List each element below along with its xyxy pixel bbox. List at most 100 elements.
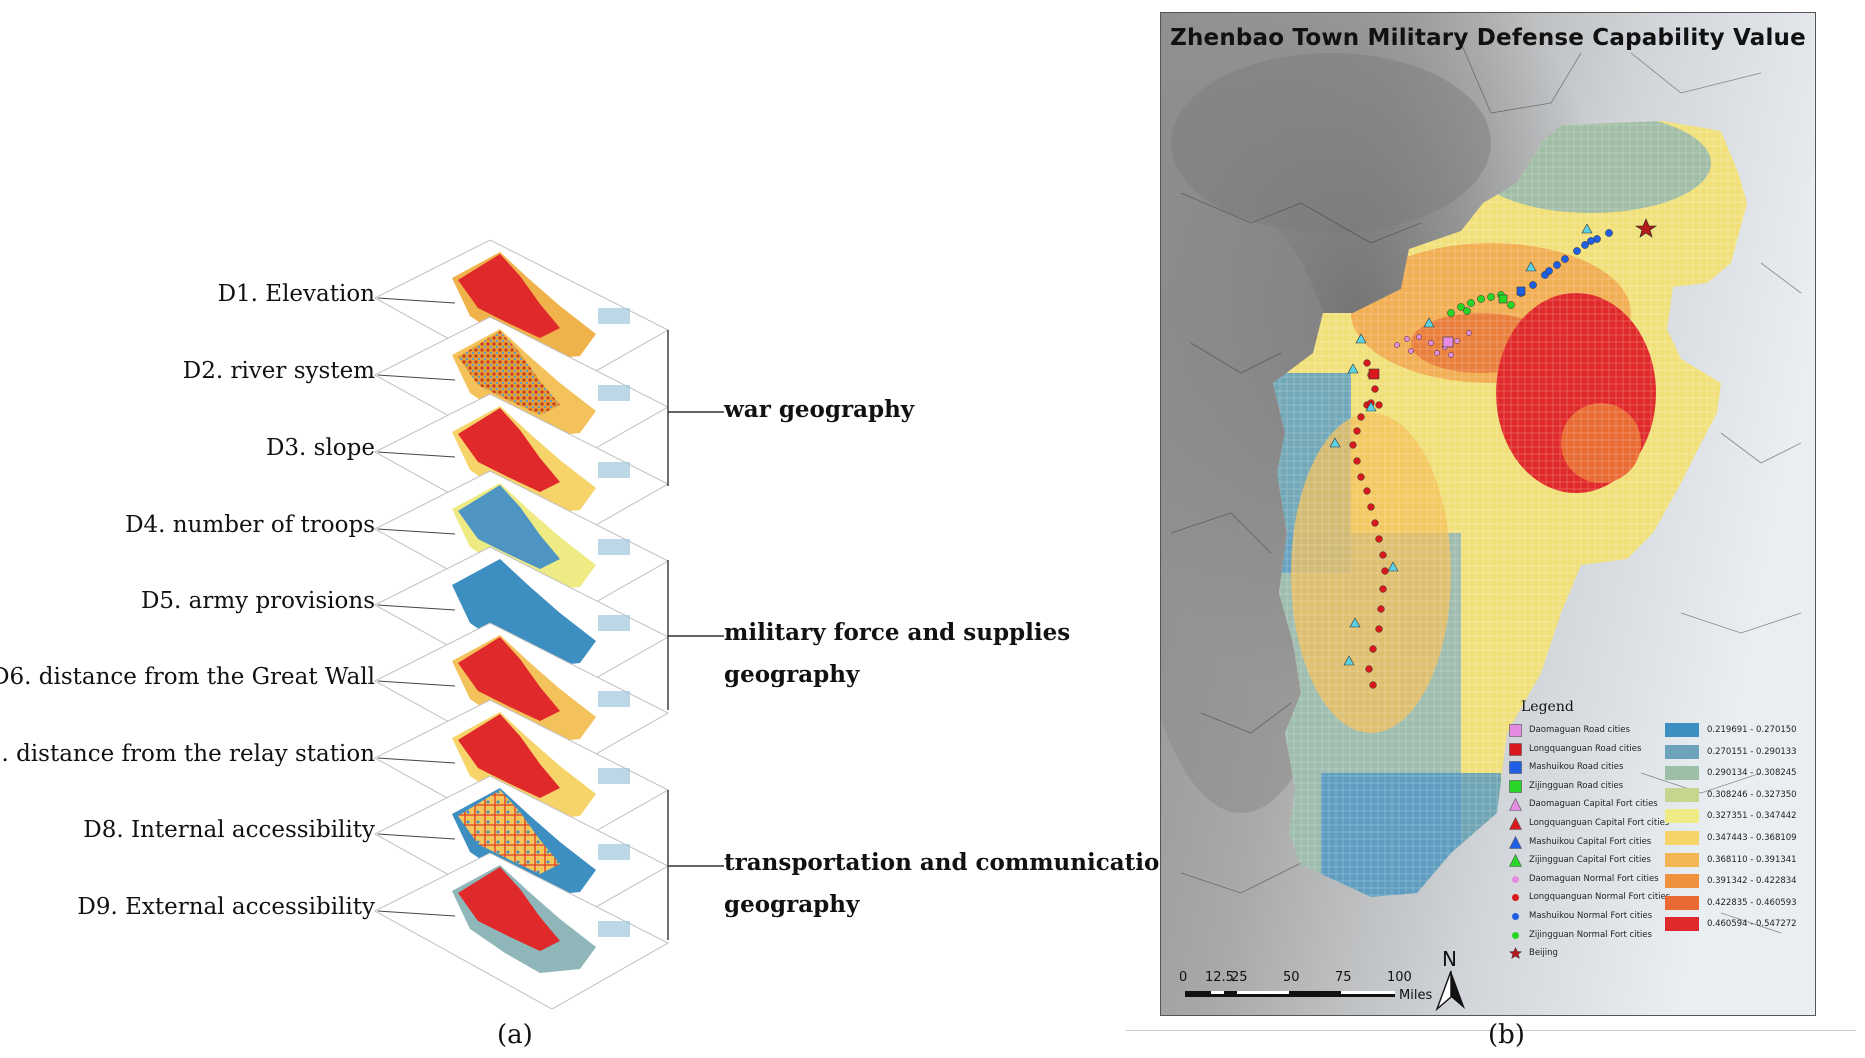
layer-leader-line [377, 528, 456, 535]
layer-leader-line [377, 910, 456, 917]
north-arrow-icon [1435, 970, 1465, 1012]
fort-marker [1581, 241, 1589, 249]
layer-label: D5. army provisions [140, 588, 375, 614]
legend-range-label: 0.368110 - 0.391341 [1707, 854, 1797, 865]
fort-marker [1408, 348, 1414, 354]
fort-marker [1365, 665, 1373, 673]
layer-stack-illustration [373, 239, 724, 1010]
layer-label: D2. river system [182, 358, 375, 384]
fort-marker [1357, 413, 1365, 421]
legend-triangle-icon [1509, 817, 1522, 830]
legend-symbol-label: Daomaguan Road cities [1529, 725, 1630, 735]
capital-fort-marker [1329, 437, 1341, 448]
legend-range-swatch [1665, 895, 1699, 910]
legend-triangle-icon [1509, 798, 1522, 812]
legend-range-swatch [1665, 744, 1699, 759]
scale-unit: Miles [1399, 988, 1433, 1003]
fort-marker [1381, 567, 1389, 575]
fort-marker [1349, 441, 1357, 449]
layer-legend [598, 385, 630, 401]
legend-symbol-label: Mashuikou Road cities [1529, 762, 1624, 773]
scale-tick-label: 100 [1387, 970, 1412, 985]
fort-marker [1394, 342, 1400, 348]
legend-range-swatch [1665, 809, 1699, 824]
legend-range-swatch [1665, 723, 1699, 737]
layer-leader-line [377, 757, 456, 764]
fort-marker [1367, 503, 1375, 511]
legend-range-label: 0.270151 - 0.290133 [1707, 746, 1797, 757]
legend-title: Legend [1521, 699, 1574, 715]
fort-marker [1379, 585, 1387, 593]
fort-marker [1416, 334, 1422, 340]
legend-circle-icon [1512, 913, 1519, 920]
scale-bar: 0 12.5 25 50 75 100 Miles [1179, 968, 1483, 1008]
legend-symbol-label: Longquanguan Capital Fort cities [1529, 818, 1670, 828]
fort-marker [1369, 681, 1377, 689]
layer-leader-line [377, 297, 456, 304]
fort-marker [1457, 303, 1465, 311]
layer-label: D3. slope [265, 435, 375, 461]
layer-label: D4. number of troops [125, 512, 375, 538]
fort-marker [1448, 352, 1454, 358]
scale-tick-label: 75 [1335, 970, 1352, 985]
capital-fort-marker [1423, 317, 1435, 328]
fort-marker [1545, 267, 1553, 275]
scale-tick-label: 25 [1231, 970, 1248, 985]
fort-marker [1375, 625, 1383, 633]
legend-symbol-label: Zijingguan Capital Fort cities [1529, 855, 1651, 866]
scale-tick-label: 12.5 [1205, 970, 1234, 985]
group-label-war-geography: war geography [724, 396, 915, 423]
legend-triangle-icon [1509, 854, 1522, 867]
legend-circle-icon [1512, 894, 1519, 902]
layer-region-detail [458, 254, 560, 338]
map-frame: Zhenbao Town Military Defense Capability… [1160, 12, 1816, 1016]
fort-marker [1353, 457, 1361, 465]
legend-circle-icon [1512, 875, 1519, 883]
scale-tick-label: 50 [1283, 970, 1300, 985]
layer-legend [598, 308, 630, 324]
legend-square-icon [1509, 724, 1522, 737]
fort-marker [1553, 261, 1561, 269]
north-label: N [1442, 947, 1457, 971]
fort-marker [1375, 401, 1383, 409]
legend-square-icon [1509, 779, 1522, 793]
road-city-marker [1516, 286, 1526, 296]
legend-range-swatch [1665, 852, 1699, 867]
fort-marker [1377, 605, 1385, 613]
group-label-transport-geography: transportation and communication geograp… [724, 849, 1177, 918]
layer-legend [598, 615, 630, 631]
fort-marker [1375, 535, 1383, 543]
road-city-marker [1498, 294, 1508, 304]
fort-marker [1404, 336, 1410, 342]
fort-marker [1507, 301, 1515, 309]
beijing-star-icon [1635, 218, 1657, 238]
layer-region-detail [458, 637, 560, 721]
legend-triangle-icon [1509, 835, 1522, 849]
legend-range-label: 0.219691 - 0.270150 [1707, 725, 1797, 735]
layer-legend [598, 691, 630, 707]
layer-legend [598, 921, 630, 937]
legend-symbol-label: Zijingguan Normal Fort cities [1529, 929, 1652, 940]
fort-marker [1357, 473, 1365, 481]
caption-b: (b) [1488, 1020, 1525, 1050]
layer-leader-line [377, 680, 456, 687]
legend-circle-icon [1512, 931, 1519, 939]
layer-leader-line [377, 374, 456, 381]
fort-marker [1434, 350, 1440, 356]
capital-fort-marker [1581, 223, 1593, 234]
legend-symbol-label: Zijingguan Road cities [1529, 780, 1624, 791]
fort-marker [1605, 229, 1613, 237]
map-legend: Legend Daomaguan Road cities Longquanguan… [1499, 693, 1807, 1007]
legend-range-swatch [1665, 917, 1699, 932]
legend-symbol-label: Daomaguan Normal Fort cities [1529, 873, 1659, 884]
legend-range-swatch [1665, 766, 1699, 781]
map-title: Zhenbao Town Military Defense Capability… [1170, 25, 1806, 51]
legend-symbol-label: Longquanguan Road cities [1529, 743, 1642, 754]
fort-marker [1353, 427, 1361, 435]
legend-range-label: 0.290134 - 0.308245 [1707, 768, 1797, 779]
capital-fort-marker [1343, 655, 1355, 666]
layer-region-detail [458, 561, 560, 645]
capital-fort-marker [1355, 333, 1367, 344]
group-label-military-geography: military force and supplies geography [724, 619, 1071, 688]
layer-label: D6. distance from the Great Wall [0, 664, 375, 690]
